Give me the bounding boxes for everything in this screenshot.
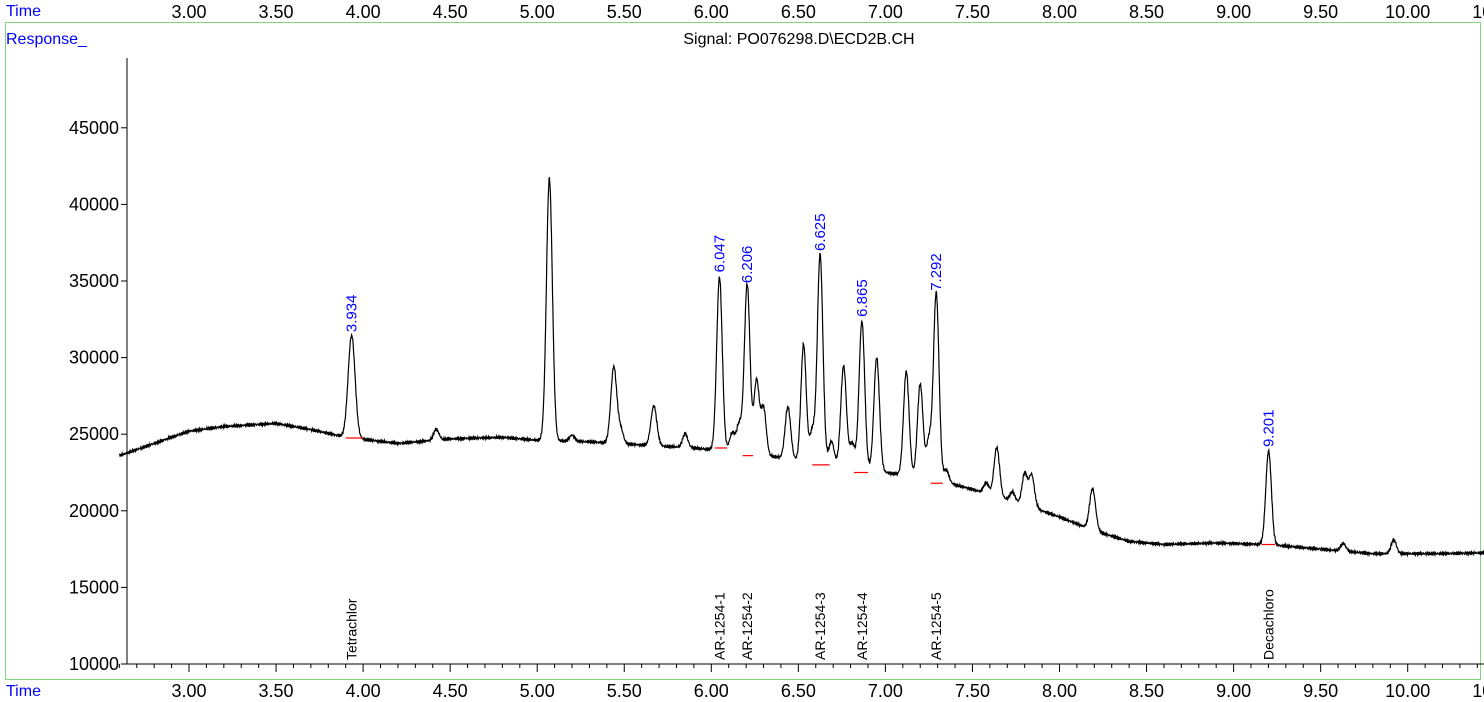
y-tick-label: 40000 <box>69 194 119 214</box>
x-tick-label-bottom: 3.00 <box>171 681 206 701</box>
compound-label: AR-1254-2 <box>739 592 755 660</box>
y-tick-label: 35000 <box>69 271 119 291</box>
x-tick-label-bottom: 5.50 <box>607 681 642 701</box>
x-tick-label-top: 4.50 <box>433 2 468 22</box>
y-tick-label: 45000 <box>69 118 119 138</box>
compound-label: AR-1254-3 <box>812 592 828 660</box>
x-tick-label-top: 4.00 <box>346 2 381 22</box>
x-tick-label-bottom: 10.00 <box>1385 681 1430 701</box>
x-tick-label-top: 10.50 <box>1472 2 1484 22</box>
compound-label: Decachloro <box>1261 589 1277 660</box>
plot-frame <box>5 22 1481 680</box>
x-tick-label-bottom: 9.50 <box>1303 681 1338 701</box>
peak-label: 6.625 <box>812 213 829 251</box>
x-tick-label-bottom: 5.00 <box>520 681 555 701</box>
x-tick-label-top: 6.00 <box>694 2 729 22</box>
x-tick-label-top: 5.50 <box>607 2 642 22</box>
x-tick-label-bottom: 3.50 <box>259 681 294 701</box>
x-tick-label-bottom: 7.00 <box>868 681 903 701</box>
compound-label: AR-1254-1 <box>711 592 727 660</box>
x-tick-label-top: 9.50 <box>1303 2 1338 22</box>
x-tick-label-top: 7.00 <box>868 2 903 22</box>
x-tick-label-bottom: 8.50 <box>1129 681 1164 701</box>
y-tick-label: 15000 <box>69 577 119 597</box>
compound-label: Tetrachlor <box>344 598 360 660</box>
peak-label: 9.201 <box>1261 410 1278 448</box>
y-tick-label: 20000 <box>69 501 119 521</box>
y-tick-label: 25000 <box>69 424 119 444</box>
x-tick-label-top: 7.50 <box>955 2 990 22</box>
y-tick-label: 10000 <box>69 654 119 674</box>
peak-label: 3.934 <box>344 295 361 333</box>
x-tick-label-bottom: 10.50 <box>1472 681 1484 701</box>
x-tick-label-bottom: 4.50 <box>433 681 468 701</box>
x-tick-label-bottom: 9.00 <box>1216 681 1251 701</box>
x-tick-label-bottom: 6.00 <box>694 681 729 701</box>
x-tick-label-top: 3.00 <box>171 2 206 22</box>
x-tick-label-top: 8.00 <box>1042 2 1077 22</box>
x-tick-label-top: 3.50 <box>259 2 294 22</box>
x-tick-label-top: 10.00 <box>1385 2 1430 22</box>
x-tick-label-bottom: 7.50 <box>955 681 990 701</box>
signal-trace <box>118 177 1484 558</box>
time-axis-label-top: Time <box>6 3 41 20</box>
x-tick-label-top: 6.50 <box>781 2 816 22</box>
y-tick-label: 30000 <box>69 348 119 368</box>
x-tick-label-bottom: 4.00 <box>346 681 381 701</box>
peak-label: 7.292 <box>928 253 945 291</box>
x-tick-label-bottom: 8.00 <box>1042 681 1077 701</box>
signal-title: Signal: PO076298.D\ECD2B.CH <box>683 31 915 48</box>
x-tick-label-top: 5.00 <box>520 2 555 22</box>
compound-label: AR-1254-5 <box>928 592 944 660</box>
peak-label: 6.047 <box>711 235 728 273</box>
peak-label: 6.865 <box>854 279 871 317</box>
x-tick-label-bottom: 6.50 <box>781 681 816 701</box>
compound-label: AR-1254-4 <box>854 592 870 660</box>
peak-label: 6.206 <box>739 246 756 284</box>
response-axis-label: Response_ <box>6 31 87 48</box>
x-tick-label-top: 8.50 <box>1129 2 1164 22</box>
x-tick-label-top: 9.00 <box>1216 2 1251 22</box>
time-axis-label-bottom: Time <box>6 683 41 700</box>
